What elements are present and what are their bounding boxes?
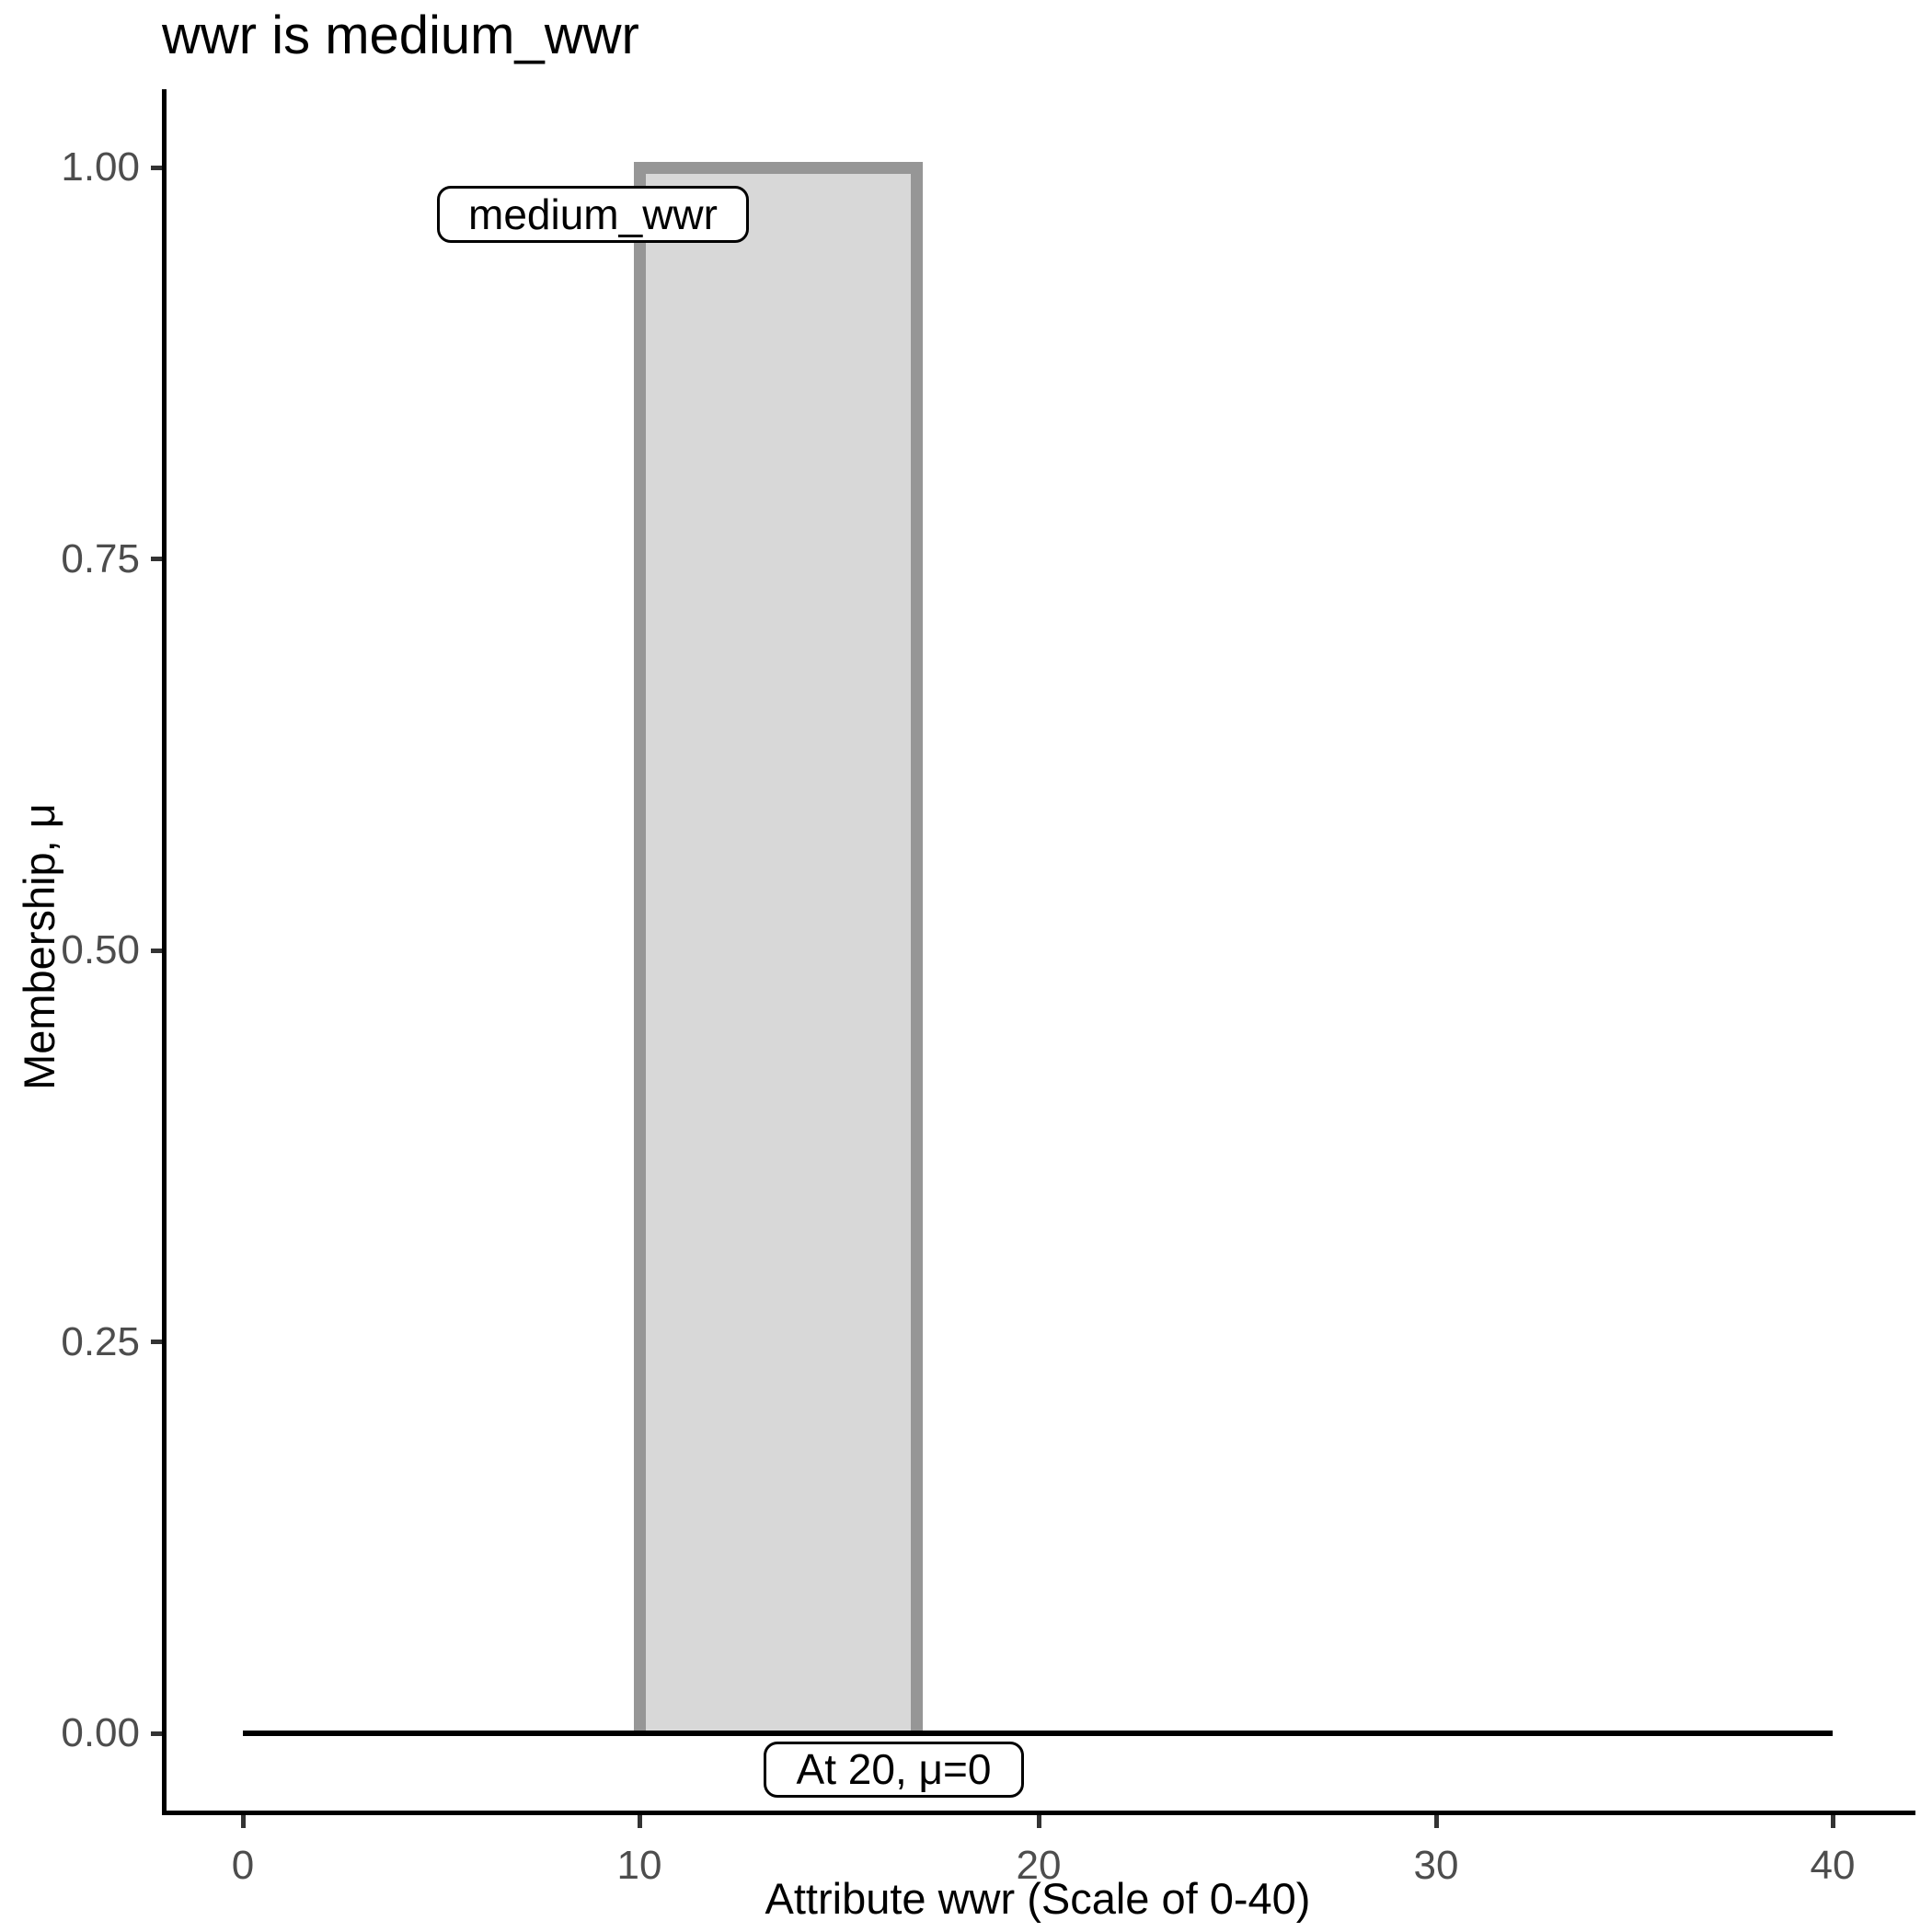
x-tick-label: 40 [1810, 1843, 1856, 1888]
x-tick-label: 20 [1016, 1843, 1062, 1888]
y-axis-title: Membership, μ [15, 803, 63, 1090]
annotation-at-20-mu-0: At 20, μ=0 [764, 1742, 1024, 1798]
y-axis-line [162, 89, 167, 1815]
zero-membership-baseline [243, 1731, 1833, 1736]
x-tick-30 [1434, 1815, 1439, 1828]
annotation-medium-wwr: medium_wwr [437, 186, 749, 243]
y-tick-label: 0.50 [61, 927, 140, 972]
y-tick-label: 0.75 [61, 536, 140, 581]
x-axis-line [162, 1811, 1915, 1815]
x-tick-label: 30 [1413, 1843, 1459, 1888]
x-tick-label: 10 [616, 1843, 662, 1888]
y-tick-0.75 [151, 557, 162, 561]
x-tick-40 [1831, 1815, 1835, 1828]
x-tick-label: 0 [231, 1843, 255, 1888]
y-tick-0.00 [151, 1731, 162, 1736]
membership-bar-medium-wwr [634, 162, 923, 1733]
x-tick-20 [1037, 1815, 1041, 1828]
chart-title: wwr is medium_wwr [162, 6, 639, 65]
x-tick-10 [638, 1815, 642, 1828]
x-tick-0 [241, 1815, 246, 1828]
y-tick-1.00 [151, 166, 162, 170]
y-tick-label: 0.25 [61, 1319, 140, 1364]
y-tick-label: 1.00 [61, 144, 140, 190]
y-tick-0.50 [151, 949, 162, 953]
y-tick-label: 0.00 [61, 1710, 140, 1755]
x-axis-title: Attribute wwr (Scale of 0-40) [765, 1874, 1311, 1923]
y-tick-0.25 [151, 1340, 162, 1344]
